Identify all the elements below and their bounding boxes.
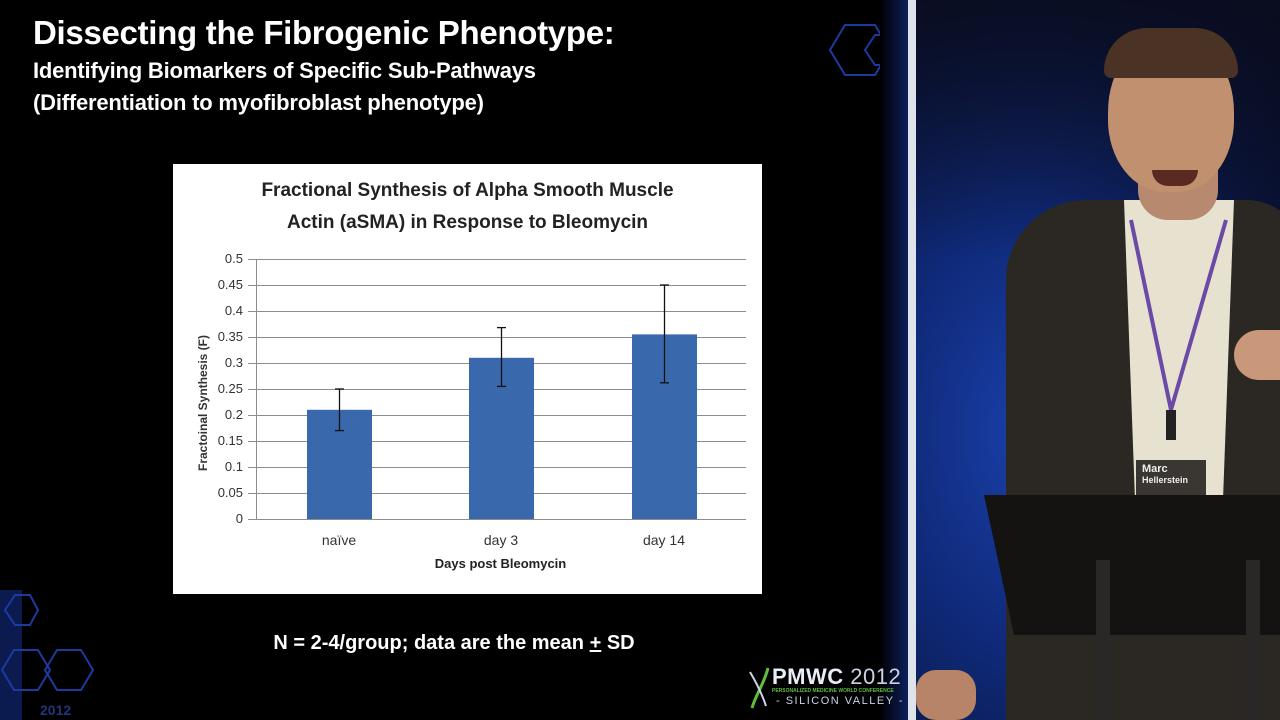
y-tick: 0.4 bbox=[224, 303, 243, 318]
lanyard-icon bbox=[1129, 219, 1228, 440]
y-tick: 0 bbox=[235, 511, 243, 526]
podium-leg-left bbox=[1096, 560, 1110, 720]
x-axis-label: Days post Bleomycin bbox=[434, 556, 567, 571]
speaker-hand bbox=[1234, 330, 1280, 380]
logo-location: - SILICON VALLEY - bbox=[776, 695, 905, 707]
slide-subtitle-2: (Differentiation to myofibroblast phenot… bbox=[33, 90, 484, 115]
blue-edge-glow bbox=[880, 0, 908, 720]
y-tick: 0.25 bbox=[217, 381, 243, 396]
y-tick: 0.45 bbox=[217, 277, 243, 292]
slide-title: Dissecting the Fibrogenic Phenotype: bbox=[33, 14, 615, 51]
dna-helix-icon bbox=[749, 667, 770, 709]
y-tick: 0.15 bbox=[217, 433, 243, 448]
svg-text:2012: 2012 bbox=[40, 702, 71, 718]
pmwc-logo: PMWC 2012 PERSONALIZED MEDICINE WORLD CO… bbox=[748, 664, 903, 712]
slide-subtitle-1: Identifying Biomarkers of Specific Sub-P… bbox=[33, 58, 536, 83]
y-tick: 0.1 bbox=[224, 459, 243, 474]
y-tick: 0.05 bbox=[217, 485, 243, 500]
speaker-hair bbox=[1104, 28, 1238, 78]
error-bars bbox=[335, 284, 669, 432]
y-tick: 0.3 bbox=[224, 355, 243, 370]
bar-chart: Fractional Synthesis of Alpha Smooth Mus… bbox=[173, 164, 762, 594]
footnote: N = 2-4/group; data are the mean + SD bbox=[0, 632, 908, 655]
chart-title-line-2: Actin (aSMA) in Response to Bleomycin bbox=[286, 212, 649, 233]
footnote-sd: SD bbox=[601, 632, 635, 654]
logo-tagline: PERSONALIZED MEDICINE WORLD CONFERENCE bbox=[772, 688, 894, 694]
chart-title-line-1: Fractional Synthesis of Alpha Smooth Mus… bbox=[261, 180, 674, 201]
speaker-mouth bbox=[1152, 170, 1198, 186]
speaker-video-feed: Marc Hellerstein bbox=[916, 0, 1280, 720]
podium-leg-right bbox=[1246, 560, 1260, 720]
logo-brand: PMWC bbox=[772, 664, 844, 689]
logo-year: 2012 bbox=[850, 664, 902, 689]
hexagon-decoration-bottom-left-icon: 2012 bbox=[0, 590, 95, 720]
name-badge: Marc Hellerstein bbox=[1136, 460, 1206, 496]
presentation-slide: 2012 Dissecting the Fibrogenic Phenotype… bbox=[0, 0, 908, 720]
panel-divider bbox=[908, 0, 916, 720]
plot-area bbox=[248, 259, 746, 520]
x-tick-day-3: day 3 bbox=[483, 532, 519, 548]
speaker-left-hand bbox=[916, 670, 976, 720]
y-tick: 0.5 bbox=[224, 251, 243, 266]
footnote-text: N = 2-4/group; data are the mean bbox=[273, 632, 590, 654]
y-tick: 0.35 bbox=[217, 329, 243, 344]
y-tick: 0.2 bbox=[224, 407, 243, 422]
badge-last-name: Hellerstein bbox=[1142, 475, 1189, 485]
y-tick-labels: 0.5 0.45 0.4 0.35 0.3 0.25 0.2 0.15 0.1 … bbox=[203, 164, 243, 594]
podium-top bbox=[984, 495, 1280, 635]
badge-first-name: Marc bbox=[1142, 463, 1168, 475]
plus-minus-symbol: + bbox=[589, 632, 602, 654]
x-tick-naive: naïve bbox=[321, 532, 357, 548]
x-tick-day-14: day 14 bbox=[642, 532, 686, 548]
